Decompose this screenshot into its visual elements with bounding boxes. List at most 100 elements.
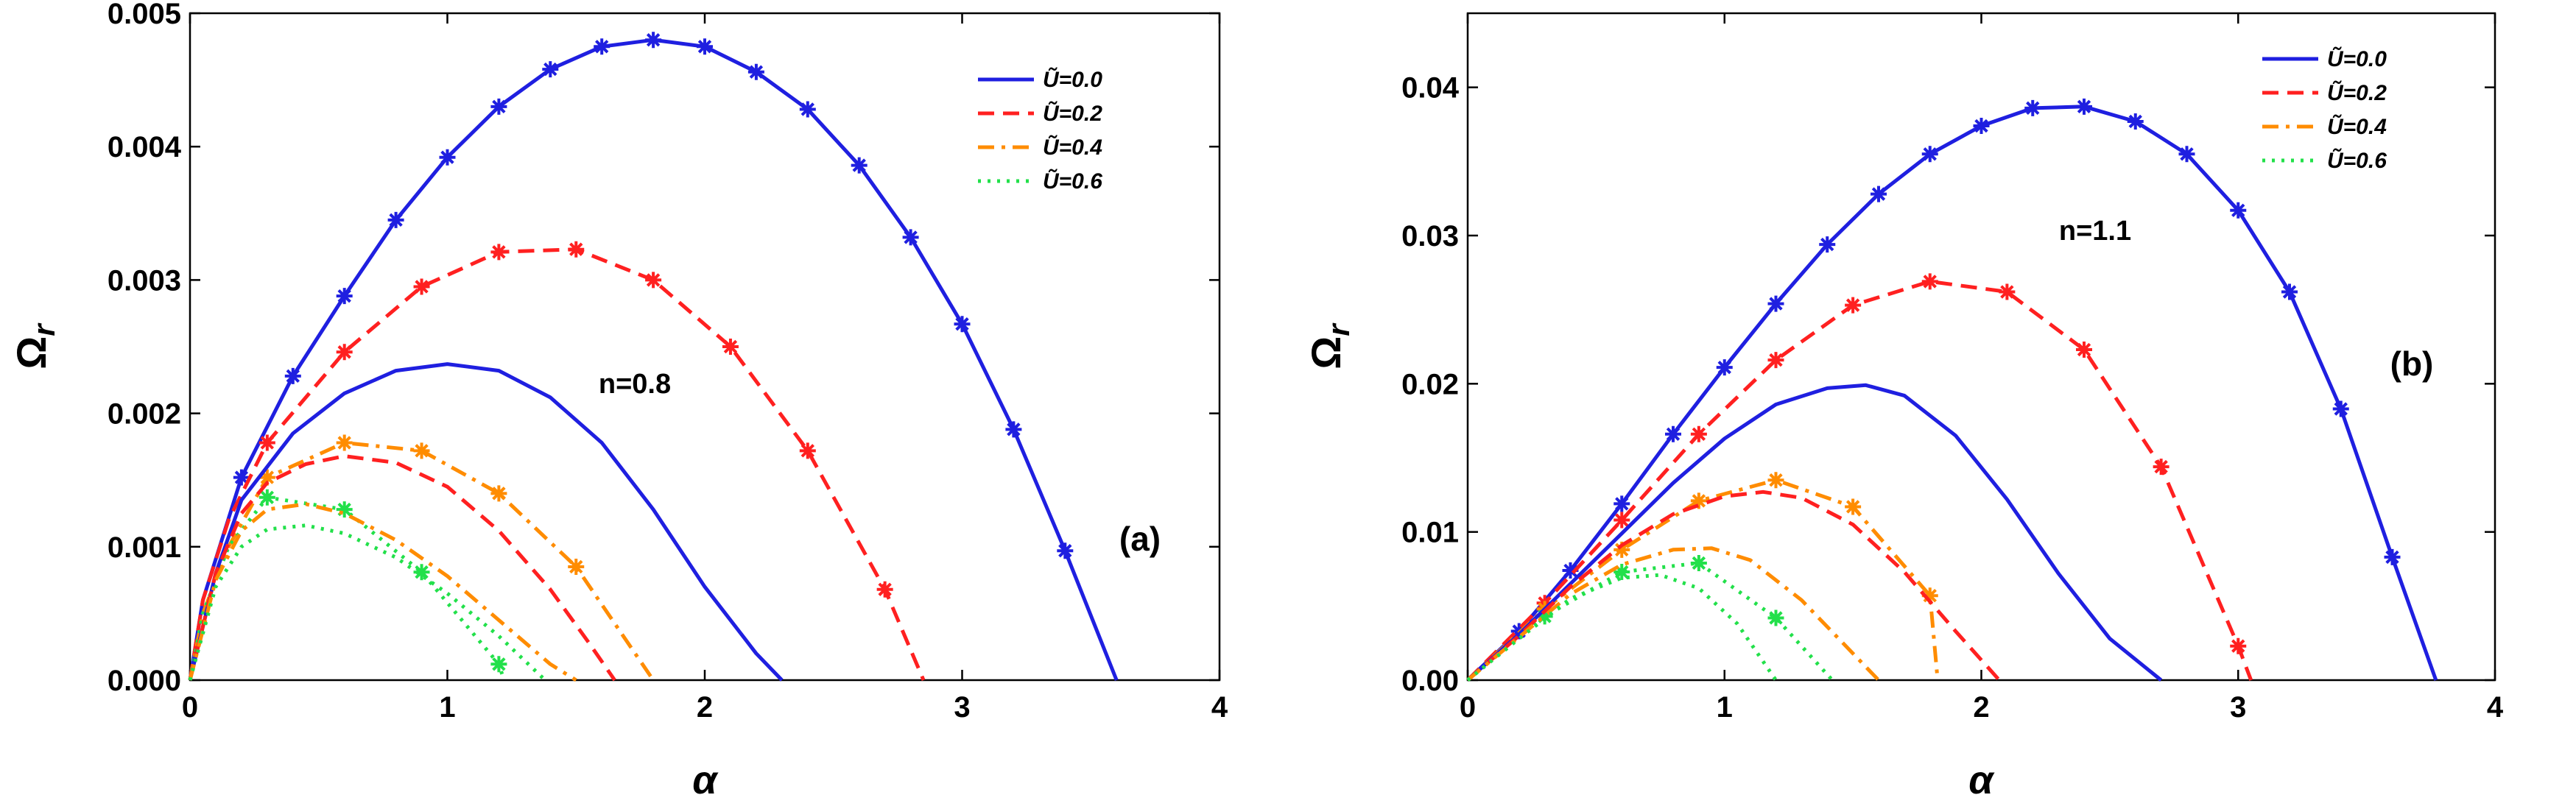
y-tick-label: 0.005	[108, 0, 181, 30]
data-marker	[336, 434, 353, 451]
series-line	[188, 247, 926, 681]
data-marker	[542, 61, 559, 78]
data-marker	[2076, 98, 2092, 115]
legend-label: Ũ=0.4	[2327, 114, 2387, 139]
x-tick-label: 3	[2230, 691, 2246, 724]
data-marker	[336, 501, 353, 518]
data-marker	[490, 656, 507, 673]
series-line	[188, 362, 784, 682]
data-marker	[1690, 554, 1707, 571]
data-marker	[387, 211, 404, 228]
x-tick-label: 4	[2487, 691, 2504, 724]
data-marker	[2230, 637, 2247, 654]
y-tick-label: 0.004	[108, 131, 182, 163]
data-marker	[490, 244, 507, 261]
data-marker	[1690, 492, 1707, 509]
series-group-b	[1466, 98, 2438, 682]
series-line	[1466, 573, 1778, 682]
x-tick-label: 1	[1717, 691, 1733, 724]
data-marker	[258, 469, 275, 486]
y-axis-title-sub: r	[1321, 322, 1356, 336]
data-marker	[284, 367, 301, 384]
data-marker	[645, 272, 662, 289]
legend-label: Ũ=0.0	[1043, 67, 1102, 92]
data-marker	[954, 316, 971, 333]
series-line	[1466, 546, 1880, 682]
legend-a: Ũ=0.0 Ũ=0.2 Ũ=0.4 Ũ=0.6	[978, 67, 1102, 194]
data-marker	[1921, 273, 1938, 290]
data-marker	[1767, 352, 1784, 369]
data-marker	[2281, 283, 2298, 300]
series-line	[188, 502, 577, 682]
x-tick-label: 0	[1460, 691, 1476, 724]
legend-label: Ũ=0.6	[2327, 148, 2387, 173]
data-marker	[1999, 283, 2016, 300]
y-axis-title-sub: r	[27, 322, 61, 336]
data-marker	[1005, 421, 1022, 438]
x-tick-label: 2	[697, 691, 713, 724]
ticks-b	[1466, 13, 2496, 682]
data-marker	[799, 442, 816, 459]
legend-b: Ũ=0.0 Ũ=0.2 Ũ=0.4 Ũ=0.6	[2262, 46, 2387, 173]
y-tick-labels-b: 0.00 0.01 0.02 0.03 0.04	[1401, 72, 1460, 697]
legend-label: Ũ=0.0	[2327, 46, 2387, 71]
x-axis-title-b: α	[1968, 758, 1995, 802]
series-group-a	[188, 32, 1119, 682]
legend-label: Ũ=0.4	[1043, 135, 1102, 160]
series-line	[1466, 561, 1834, 682]
data-marker	[876, 581, 893, 598]
data-marker	[1562, 562, 1579, 579]
y-tick-label: 0.000	[108, 665, 181, 697]
x-tick-label: 4	[1211, 691, 1228, 724]
y-axis-title-main: Ω	[8, 336, 54, 370]
y-axis-title-b: Ωr	[1303, 322, 1356, 370]
data-marker	[2127, 113, 2144, 130]
data-marker	[1845, 297, 1862, 314]
data-marker	[1973, 118, 1990, 135]
y-axis-title-main: Ω	[1303, 336, 1349, 370]
data-marker	[336, 288, 353, 305]
data-marker	[233, 469, 250, 486]
data-marker	[1767, 295, 1784, 312]
series-line	[188, 454, 616, 682]
data-marker	[902, 229, 919, 246]
series-line	[1466, 489, 2001, 682]
data-marker	[1613, 512, 1630, 529]
data-marker	[747, 63, 764, 80]
data-marker	[2024, 99, 2041, 116]
data-marker	[1921, 146, 1938, 163]
data-marker	[799, 101, 816, 118]
data-marker	[2178, 146, 2195, 163]
data-marker	[1819, 236, 1836, 253]
plot-frame-b	[1466, 12, 2496, 682]
x-tick-labels-a: 0 1 2 3 4	[182, 691, 1228, 724]
data-marker	[336, 344, 353, 361]
series-line	[188, 38, 1119, 681]
data-marker	[2384, 548, 2401, 565]
data-marker	[1613, 495, 1630, 512]
data-marker	[258, 434, 275, 451]
ticks-a	[189, 12, 1221, 682]
data-marker	[1613, 541, 1630, 558]
y-tick-label: 0.01	[1401, 517, 1459, 549]
annotation-a: n=0.8	[599, 369, 671, 400]
legend-label: Ũ=0.2	[2327, 80, 2387, 105]
data-marker	[1665, 425, 1681, 442]
y-tick-label: 0.00	[1401, 665, 1459, 697]
data-marker	[258, 489, 275, 506]
data-marker	[568, 558, 585, 575]
data-marker	[1767, 609, 1784, 626]
data-marker	[490, 98, 507, 115]
data-marker	[568, 241, 585, 258]
svg-text:Ωr: Ωr	[8, 322, 61, 370]
data-marker	[413, 442, 430, 459]
y-tick-label: 0.04	[1401, 72, 1460, 105]
data-marker	[1845, 498, 1862, 515]
data-marker	[413, 278, 430, 295]
x-tick-label: 0	[182, 691, 198, 724]
y-tick-label: 0.02	[1401, 368, 1459, 400]
data-marker	[413, 564, 430, 581]
data-marker	[2153, 459, 2169, 476]
data-marker	[697, 38, 713, 55]
